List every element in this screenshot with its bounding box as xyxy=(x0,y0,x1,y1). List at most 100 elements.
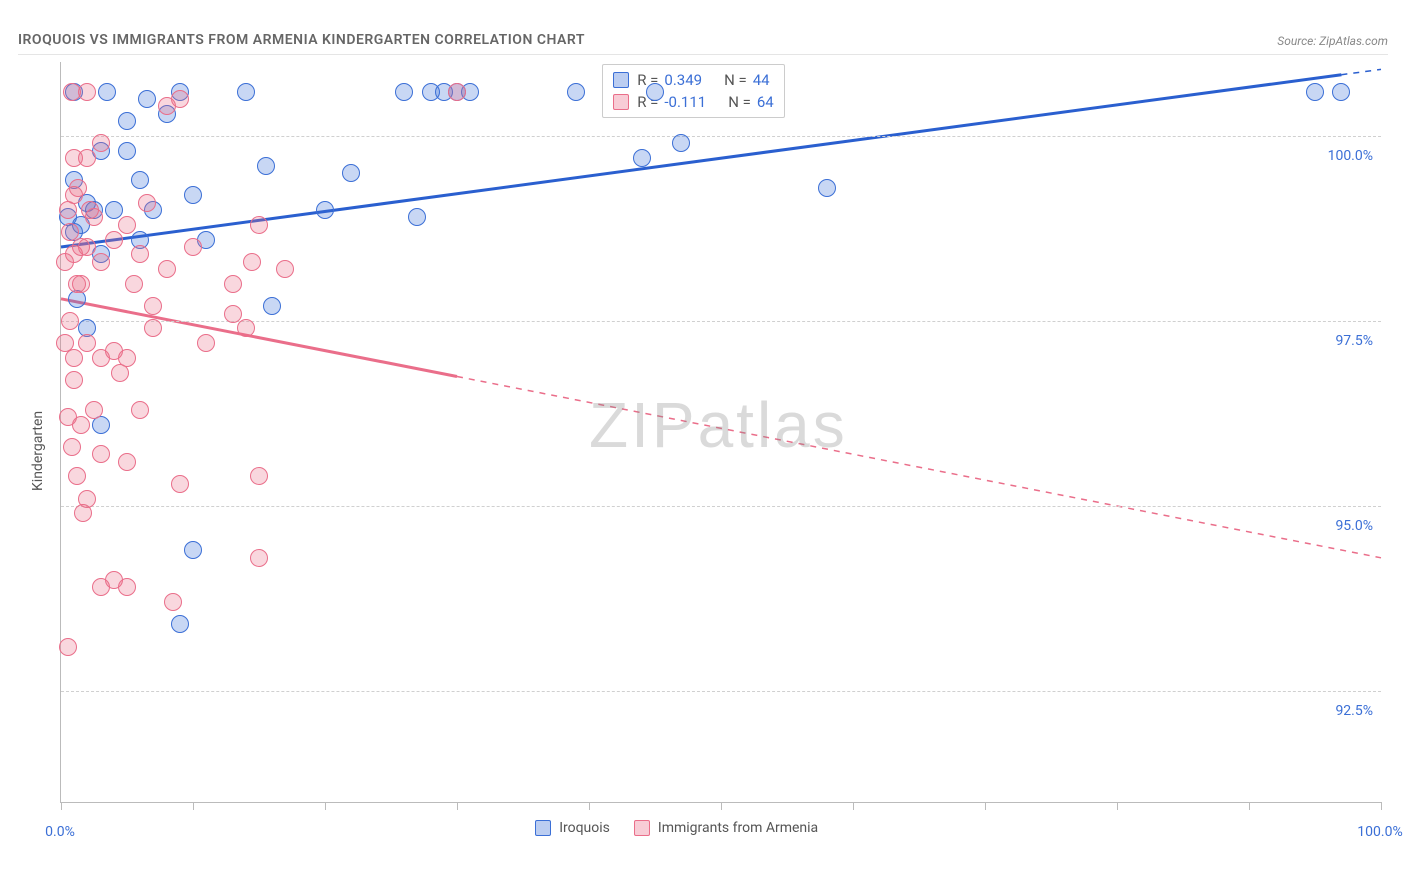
series-legend-item: Immigrants from Armenia xyxy=(634,820,818,836)
trend-line-dashed xyxy=(1341,69,1381,74)
scatter-point xyxy=(65,349,83,367)
scatter-point xyxy=(78,149,96,167)
scatter-point xyxy=(69,179,87,197)
scatter-point xyxy=(184,238,202,256)
y-tick-label: 95.0% xyxy=(1335,518,1373,534)
x-tick xyxy=(325,802,326,810)
scatter-point xyxy=(633,149,651,167)
scatter-point xyxy=(158,260,176,278)
y-axis-title: Kindergarten xyxy=(30,411,46,491)
scatter-point xyxy=(171,90,189,108)
scatter-point xyxy=(395,83,413,101)
chart-container: IROQUOIS VS IMMIGRANTS FROM ARMENIA KIND… xyxy=(0,0,1406,892)
scatter-point xyxy=(78,490,96,508)
x-tick xyxy=(985,802,986,810)
scatter-point xyxy=(1332,83,1350,101)
scatter-point xyxy=(276,260,294,278)
scatter-point xyxy=(144,319,162,337)
scatter-point xyxy=(78,334,96,352)
scatter-point xyxy=(316,201,334,219)
scatter-point xyxy=(138,90,156,108)
grid-line xyxy=(61,321,1381,322)
x-tick xyxy=(1381,802,1382,810)
scatter-point xyxy=(224,275,242,293)
scatter-point xyxy=(342,164,360,182)
scatter-point xyxy=(92,445,110,463)
scatter-point xyxy=(184,541,202,559)
scatter-point xyxy=(118,142,136,160)
scatter-point xyxy=(1306,83,1324,101)
legend-swatch xyxy=(613,94,629,110)
grid-line xyxy=(61,506,1381,507)
scatter-point xyxy=(567,83,585,101)
legend-n: N = 44 xyxy=(724,71,770,89)
x-tick xyxy=(1249,802,1250,810)
scatter-point xyxy=(65,371,83,389)
scatter-point xyxy=(125,275,143,293)
y-tick-label: 97.5% xyxy=(1335,333,1373,349)
scatter-point xyxy=(237,83,255,101)
scatter-point xyxy=(118,453,136,471)
scatter-point xyxy=(78,83,96,101)
scatter-point xyxy=(105,201,123,219)
scatter-point xyxy=(118,349,136,367)
scatter-point xyxy=(171,615,189,633)
scatter-point xyxy=(164,593,182,611)
scatter-point xyxy=(138,194,156,212)
scatter-point xyxy=(250,467,268,485)
scatter-point xyxy=(448,83,466,101)
scatter-point xyxy=(250,216,268,234)
scatter-point xyxy=(78,238,96,256)
correlation-legend: R = 0.349N = 44R = -0.111N = 64 xyxy=(602,64,785,118)
scatter-point xyxy=(171,475,189,493)
source-label: Source: ZipAtlas.com xyxy=(1277,34,1388,48)
scatter-point xyxy=(118,216,136,234)
series-legend: Iroquois Immigrants from Armenia xyxy=(535,820,818,836)
scatter-point xyxy=(237,319,255,337)
chart-title: IROQUOIS VS IMMIGRANTS FROM ARMENIA KIND… xyxy=(18,32,585,48)
scatter-point xyxy=(144,297,162,315)
x-tick-label: 100.0% xyxy=(1357,824,1402,840)
scatter-point xyxy=(92,253,110,271)
scatter-point xyxy=(197,334,215,352)
series-legend-item: Iroquois xyxy=(535,820,610,836)
scatter-point xyxy=(72,275,90,293)
scatter-point xyxy=(105,231,123,249)
legend-n: N = 64 xyxy=(728,93,774,111)
scatter-point xyxy=(63,438,81,456)
legend-row: R = 0.349N = 44 xyxy=(613,69,774,91)
scatter-point xyxy=(68,467,86,485)
scatter-point xyxy=(646,83,664,101)
scatter-point xyxy=(818,179,836,197)
legend-row: R = -0.111N = 64 xyxy=(613,91,774,113)
scatter-point xyxy=(131,171,149,189)
legend-swatch xyxy=(613,72,629,88)
x-tick xyxy=(589,802,590,810)
x-tick xyxy=(457,802,458,810)
scatter-point xyxy=(243,253,261,271)
x-tick xyxy=(853,802,854,810)
scatter-point xyxy=(118,578,136,596)
scatter-point xyxy=(92,134,110,152)
grid-line xyxy=(61,136,1381,137)
scatter-point xyxy=(184,186,202,204)
trend-line-dashed xyxy=(457,377,1381,558)
x-tick xyxy=(193,802,194,810)
scatter-point xyxy=(408,208,426,226)
plot-area: ZIPatlas R = 0.349N = 44R = -0.111N = 64… xyxy=(60,62,1381,803)
y-tick-label: 92.5% xyxy=(1335,703,1373,719)
scatter-point xyxy=(72,416,90,434)
grid-line xyxy=(61,691,1381,692)
x-tick xyxy=(721,802,722,810)
scatter-point xyxy=(98,83,116,101)
x-tick xyxy=(61,802,62,810)
scatter-point xyxy=(263,297,281,315)
scatter-point xyxy=(59,638,77,656)
scatter-point xyxy=(131,245,149,263)
scatter-point xyxy=(61,312,79,330)
x-tick xyxy=(1117,802,1118,810)
scatter-point xyxy=(131,401,149,419)
scatter-point xyxy=(85,208,103,226)
title-bar: IROQUOIS VS IMMIGRANTS FROM ARMENIA KIND… xyxy=(18,18,1388,55)
scatter-point xyxy=(118,112,136,130)
